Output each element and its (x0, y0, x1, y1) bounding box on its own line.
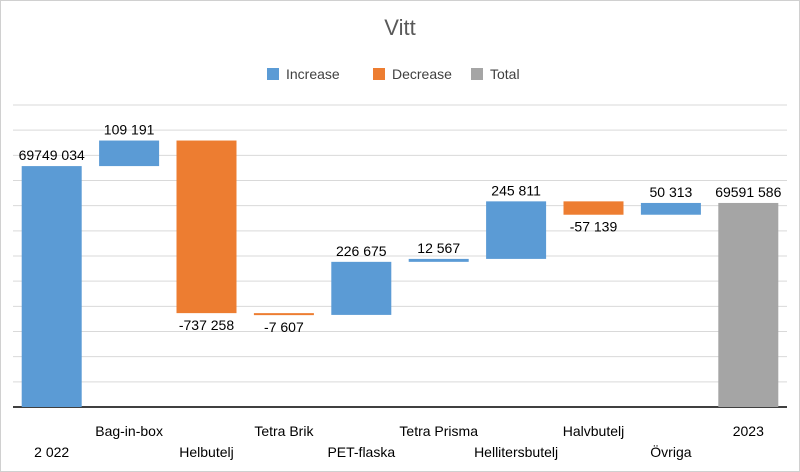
data-label-halvbutelj: -57 139 (570, 219, 618, 235)
data-label-2023: 69591 586 (715, 184, 781, 200)
data-labels: 69749 034 109 191 -737 258 -7 607 226 675 12 … (19, 122, 782, 336)
legend-swatch-decrease (373, 68, 385, 80)
category-label-2-022: 2 022 (34, 444, 69, 460)
data-label-vriga: 50 313 (649, 184, 692, 200)
legend-label-decrease: Decrease (392, 66, 452, 82)
category-label-tetra-prisma: Tetra Prisma (399, 423, 478, 439)
category-label-2023: 2023 (733, 423, 764, 439)
category-label-tetra-brik: Tetra Brik (254, 423, 314, 439)
data-label-pet-flaska: 226 675 (336, 243, 387, 259)
category-label-helbutelj: Helbutelj (179, 444, 233, 460)
legend-label-increase: Increase (286, 66, 340, 82)
bar-tetra-brik (253, 313, 314, 316)
gridlines (13, 104, 787, 408)
bar-2-022 (21, 166, 82, 407)
bar-2023 (718, 202, 779, 407)
bar-hellitersbutelj (486, 201, 547, 259)
category-label-bag-in-box: Bag-in-box (95, 423, 163, 439)
category-label-vriga: Övriga (650, 443, 691, 460)
legend-swatch-increase (267, 68, 279, 80)
bar-pet-flaska (331, 261, 392, 315)
legend-swatch-total (471, 68, 483, 80)
bar-helbutelj (176, 140, 237, 314)
data-label-tetra-brik: -7 607 (264, 319, 304, 335)
category-labels: 2 022 Bag-in-box Helbutelj Tetra Brik PET-fl… (34, 423, 764, 460)
bars (21, 140, 779, 407)
data-label-2-022: 69749 034 (19, 147, 85, 163)
legend-label-total: Total (490, 66, 520, 82)
legend: Increase Decrease Total (267, 66, 520, 82)
category-label-hellitersbutelj: Hellitersbutelj (474, 444, 558, 460)
data-label-bag-in-box: 109 191 (104, 122, 155, 138)
bar-bag-in-box (99, 140, 160, 167)
category-label-halvbutelj: Halvbutelj (563, 423, 624, 439)
data-label-helbutelj: -737 258 (179, 317, 234, 333)
data-label-hellitersbutelj: 245 811 (491, 182, 541, 198)
category-label-pet-flaska: PET-flaska (327, 444, 395, 460)
chart-title: Vitt (384, 15, 415, 40)
bar-vriga (640, 202, 701, 215)
data-label-tetra-prisma: 12 567 (417, 240, 460, 256)
bar-halvbutelj (563, 201, 624, 215)
bar-tetra-prisma (408, 258, 469, 262)
